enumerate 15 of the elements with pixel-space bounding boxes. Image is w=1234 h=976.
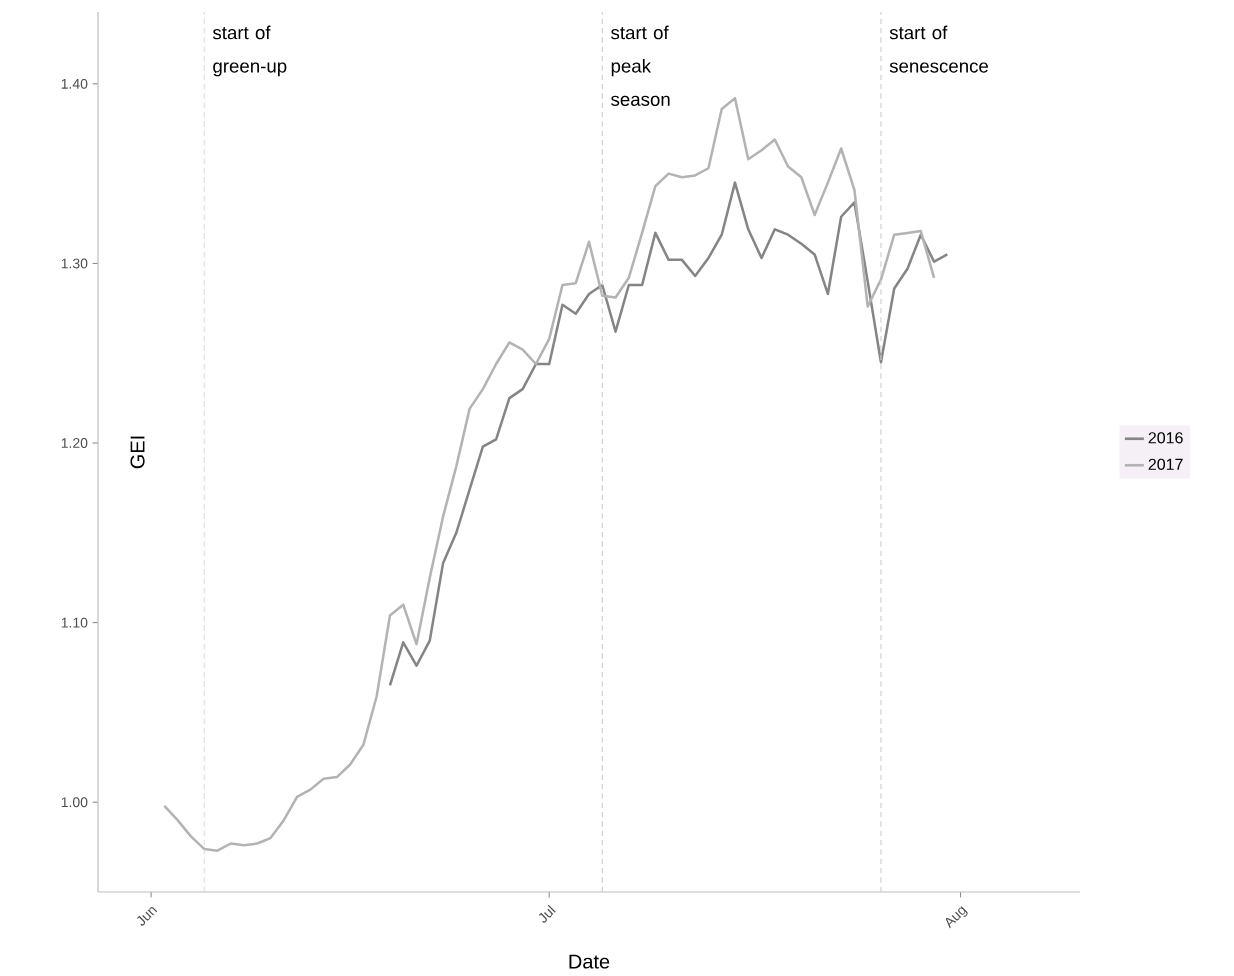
- x-tick-label: Jul: [538, 904, 556, 923]
- legend-label: 2016: [1148, 432, 1183, 444]
- x-axis-title: Date: [569, 954, 610, 969]
- y-tick-label: 1.00: [61, 797, 88, 808]
- y-tick-label: 1.40: [61, 78, 88, 89]
- text: start of green-up: [212, 25, 287, 77]
- legend-label: 2017: [1148, 458, 1183, 470]
- text: start of senescence: [889, 25, 989, 73]
- y-tick-label: 1.30: [61, 258, 88, 269]
- ref-line-label: start of peak season: [611, 25, 670, 106]
- y-tick-label: 1.20: [61, 438, 88, 448]
- x-tick-label: Jun: [137, 906, 158, 926]
- y-tick-label: 1.10: [61, 617, 88, 628]
- y-axis-title: GEI: [130, 436, 145, 469]
- x-tick-label: Aug: [945, 906, 968, 929]
